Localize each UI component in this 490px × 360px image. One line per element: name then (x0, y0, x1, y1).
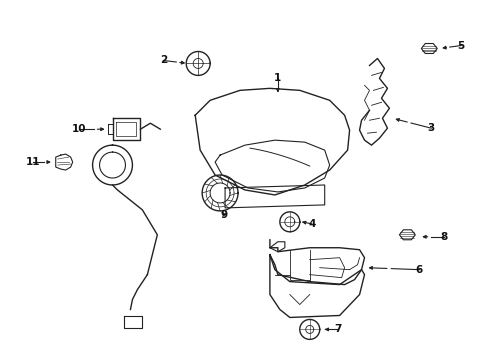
Text: 3: 3 (428, 123, 435, 133)
Text: 10: 10 (72, 124, 86, 134)
Text: 4: 4 (308, 219, 316, 229)
Text: 8: 8 (441, 232, 448, 242)
Text: 5: 5 (458, 41, 465, 50)
Polygon shape (421, 44, 437, 54)
Text: 6: 6 (416, 265, 423, 275)
Polygon shape (399, 230, 416, 240)
Text: 2: 2 (160, 55, 167, 66)
Text: 11: 11 (25, 157, 40, 167)
Text: 9: 9 (220, 210, 228, 220)
Text: 7: 7 (334, 324, 342, 334)
Text: 1: 1 (274, 73, 281, 84)
